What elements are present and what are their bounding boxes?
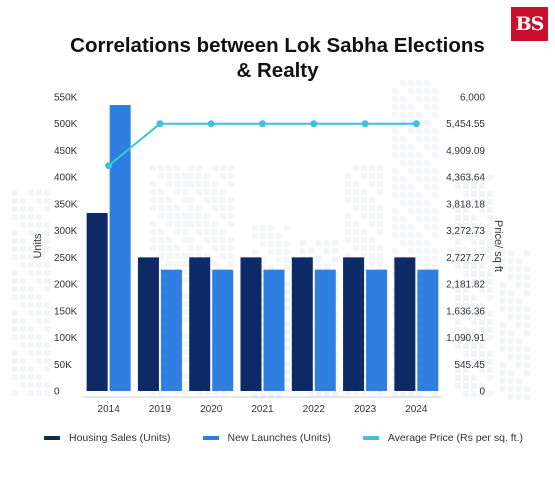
bar-housing-sales-2019 <box>137 257 159 391</box>
price-point-2022 <box>310 120 318 128</box>
skyline-building <box>500 250 530 400</box>
left-tick-label: 550K <box>54 93 78 104</box>
right-tick-label: 3,272.73 <box>446 226 485 237</box>
right-axis-title: Price/ sq ft <box>492 220 504 272</box>
left-tick-label: 150K <box>54 306 78 317</box>
left-tick-label: 50K <box>54 360 72 371</box>
left-tick-label: 400K <box>54 173 78 184</box>
price-line <box>105 120 420 170</box>
price-point-2019 <box>156 120 164 128</box>
right-tick-label: 545.45 <box>454 360 485 371</box>
left-tick-label: 350K <box>54 199 78 210</box>
legend-item-average-price: Average Price (Rs per sq. ft.) <box>362 432 523 444</box>
price-point-2023 <box>361 120 369 128</box>
legend-label: Average Price (Rs per sq. ft.) <box>387 432 523 444</box>
x-tick-label: 2024 <box>405 404 428 415</box>
bar-housing-sales-2024 <box>394 257 416 391</box>
right-tick-label: 2,181.82 <box>446 280 485 291</box>
bar-new-launches-2022 <box>314 269 336 391</box>
legend-label: New Launches (Units) <box>227 432 331 444</box>
left-axis-title: Units <box>32 233 44 259</box>
bar-new-launches-2023 <box>366 269 388 391</box>
price-point-2014 <box>105 162 113 170</box>
x-tick-label: 2019 <box>149 404 172 415</box>
right-tick-label: 4,363.64 <box>446 173 485 184</box>
skyline-building <box>455 175 493 397</box>
left-tick-label: 200K <box>54 280 78 291</box>
legend-swatch-new-launches <box>202 436 219 440</box>
bar-housing-sales-2023 <box>343 257 365 391</box>
bars <box>86 105 439 391</box>
x-axis-ticks: 2014 2019 2020 2021 2022 2023 2024 <box>98 404 428 415</box>
bar-new-launches-2014 <box>109 105 131 391</box>
price-point-2020 <box>207 120 215 128</box>
x-tick-label: 2021 <box>251 404 274 415</box>
right-tick-label: 2,727.27 <box>446 253 485 264</box>
right-tick-label: 4,909.09 <box>446 146 485 157</box>
bar-housing-sales-2022 <box>291 257 313 391</box>
legend-swatch-average-price <box>362 436 379 440</box>
left-tick-label: 500K <box>54 119 78 130</box>
price-line-path <box>108 122 417 167</box>
bar-new-launches-2021 <box>263 269 285 391</box>
business-standard-logo: BS <box>511 7 548 41</box>
left-tick-label: 300K <box>54 226 78 237</box>
bar-new-launches-2020 <box>212 269 234 391</box>
legend-item-housing-sales: Housing Sales (Units) <box>44 432 171 444</box>
left-tick-label: 450K <box>54 146 78 157</box>
left-tick-label: 100K <box>54 333 78 344</box>
price-point-2024 <box>412 120 420 128</box>
chart-title: Correlations between Lok Sabha Elections… <box>70 34 485 82</box>
right-tick-label: 6,000 <box>460 93 485 104</box>
x-tick-label: 2023 <box>354 404 377 415</box>
bar-new-launches-2024 <box>417 269 439 391</box>
skyline-building <box>12 190 50 396</box>
left-tick-label: 0 <box>54 387 60 398</box>
bar-housing-sales-2020 <box>189 257 211 391</box>
bar-housing-sales-2014 <box>86 212 108 391</box>
left-tick-label: 250K <box>54 253 78 264</box>
x-tick-label: 2020 <box>200 404 223 415</box>
legend: Housing Sales (Units) New Launches (Unit… <box>44 432 555 444</box>
x-tick-label: 2022 <box>303 404 326 415</box>
legend-swatch-housing-sales <box>44 436 60 440</box>
legend-label: Housing Sales (Units) <box>69 432 171 444</box>
right-tick-label: 0 <box>479 387 485 398</box>
left-axis-ticks: 0 50K 100K 150K 200K 250K 300K 350K 400K 450K 500K… <box>54 93 78 398</box>
right-tick-label: 1,090.91 <box>446 333 485 344</box>
x-tick-label: 2014 <box>98 404 121 415</box>
right-tick-label: 5,454.55 <box>446 119 485 130</box>
right-tick-label: 3,818.18 <box>446 199 485 210</box>
legend-item-new-launches: New Launches (Units) <box>202 432 331 444</box>
right-axis-ticks: 0 545.45 1,090.91 1,636.36 2,181.82 2,727.27 3… <box>446 93 485 398</box>
bar-new-launches-2019 <box>160 269 182 391</box>
price-point-2021 <box>259 120 266 128</box>
bar-housing-sales-2021 <box>240 257 262 391</box>
right-tick-label: 1,636.36 <box>446 306 485 317</box>
